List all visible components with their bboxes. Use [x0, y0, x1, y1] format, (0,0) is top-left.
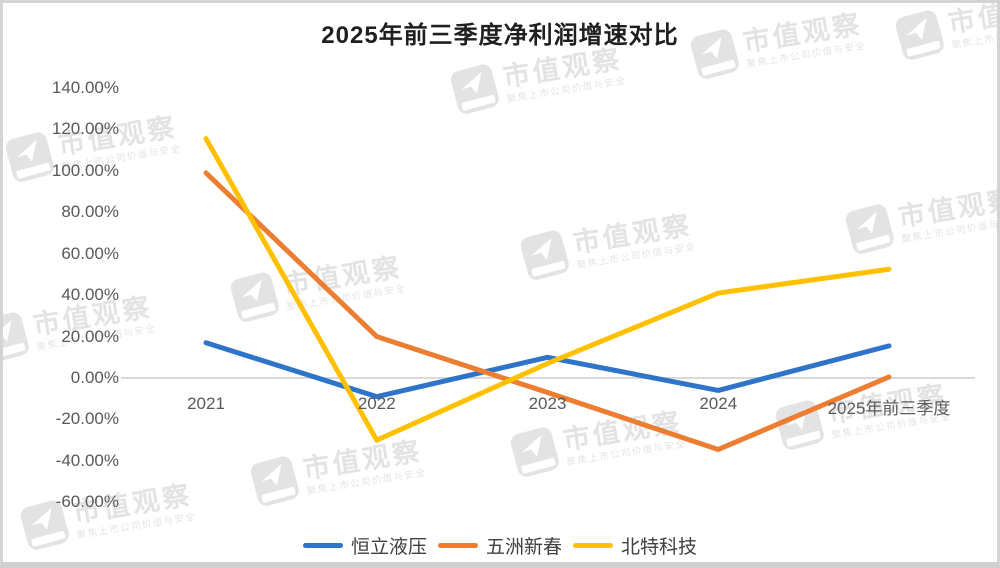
legend-item: 北特科技 [573, 532, 697, 559]
chart-title: 2025年前三季度净利润增速对比 [321, 22, 679, 49]
legend-label: 恒立液压 [350, 537, 427, 558]
zero-gridline [121, 377, 975, 379]
y-axis-tick-label: 100.00% [51, 160, 119, 180]
legend-swatch-icon [573, 543, 613, 548]
series-line-北特科技 [203, 136, 892, 443]
x-axis-tick-label: 2025年前三季度 [827, 399, 951, 418]
series-line-五洲新春 [203, 170, 892, 452]
y-axis-tick-label: 40.00% [61, 285, 119, 305]
y-axis-tick-label: -40.00% [55, 450, 119, 470]
x-axis-tick-label: 2022 [357, 394, 396, 413]
y-axis-tick-label: 60.00% [61, 243, 119, 263]
y-axis-tick-label: 80.00% [61, 202, 119, 222]
legend-item: 恒立液压 [302, 532, 427, 559]
y-axis-tick-label: -60.00% [55, 492, 119, 512]
legend-label: 北特科技 [621, 537, 698, 558]
y-axis-tick-label: 20.00% [61, 326, 119, 346]
legend-item: 五洲新春 [437, 532, 562, 559]
x-axis-tick-label: 2023 [528, 394, 567, 413]
series-line-恒立液压 [203, 340, 892, 400]
y-axis-tick-label: -20.00% [55, 409, 119, 429]
x-axis-tick-label: 2021 [187, 394, 225, 413]
chart-legend: 恒立液压 五洲新春 北特科技 [3, 532, 997, 559]
x-axis-tick-label: 2024 [699, 394, 738, 413]
legend-swatch-icon [437, 543, 478, 548]
legend-swatch-icon [302, 543, 343, 548]
line-chart-plot [203, 136, 892, 452]
y-axis-tick-label: 120.00% [51, 119, 119, 139]
y-axis-tick-label: 140.00% [51, 77, 119, 97]
y-axis-tick-label: 0.00% [70, 368, 119, 387]
legend-label: 五洲新春 [485, 537, 562, 558]
